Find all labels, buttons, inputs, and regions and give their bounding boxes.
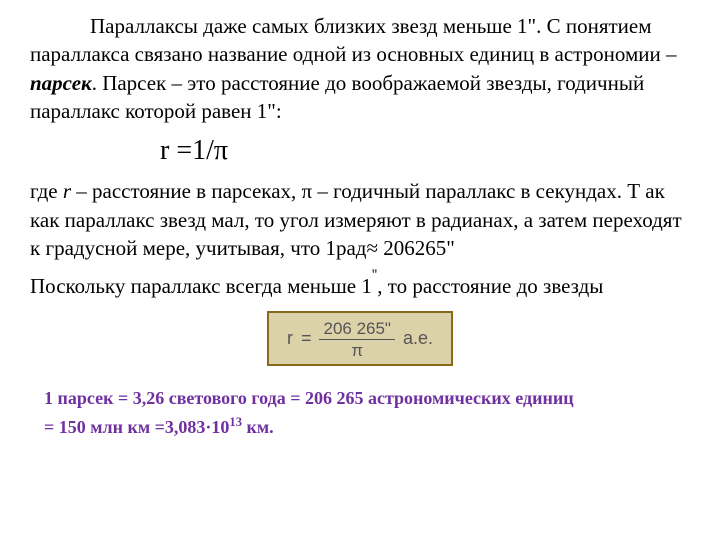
- formula-box: r = 206 265" π а.е.: [267, 311, 453, 366]
- box-denominator: π: [347, 340, 367, 359]
- foot2-a: = 150 млн км =3,083·10: [44, 417, 229, 437]
- p2-a: где: [30, 179, 63, 203]
- double-prime-icon: '': [372, 267, 377, 283]
- box-unit: а.е.: [403, 328, 433, 349]
- footnote-line-2: = 150 млн км =3,083·1013 км.: [44, 413, 690, 442]
- p2-r: r: [63, 179, 71, 203]
- p1-text-b: . Парсек – это расстояние до воображаемо…: [30, 71, 644, 123]
- p3-b: , то расстояние до звезды: [377, 274, 603, 298]
- formula-box-container: r = 206 265" π а.е.: [30, 311, 690, 366]
- foot2-sup: 13: [229, 415, 242, 429]
- p2-b: – расстояние в парсеках, π – годичный па…: [30, 179, 682, 260]
- p1-text-a: Параллаксы даже самых близких звезд мень…: [30, 14, 676, 66]
- document-page: Параллаксы даже самых близких звезд мень…: [0, 0, 720, 441]
- footnote-line-1: 1 парсек = 3,26 светового года = 206 265…: [44, 384, 690, 413]
- p3-a: Поскольку параллакс всегда меньше 1: [30, 274, 372, 298]
- box-r: r: [287, 328, 293, 349]
- paragraph-3: Поскольку параллакс всегда меньше 1'', т…: [30, 272, 690, 300]
- p1-term: парсек: [30, 71, 92, 95]
- box-eq: =: [301, 328, 312, 349]
- box-numerator: 206 265": [319, 320, 395, 340]
- paragraph-2: где r – расстояние в парсеках, π – годич…: [30, 177, 690, 262]
- paragraph-1: Параллаксы даже самых близких звезд мень…: [30, 12, 690, 125]
- main-formula: r =1/π: [160, 135, 690, 167]
- foot2-b: км.: [242, 417, 274, 437]
- box-fraction: 206 265" π: [319, 320, 395, 359]
